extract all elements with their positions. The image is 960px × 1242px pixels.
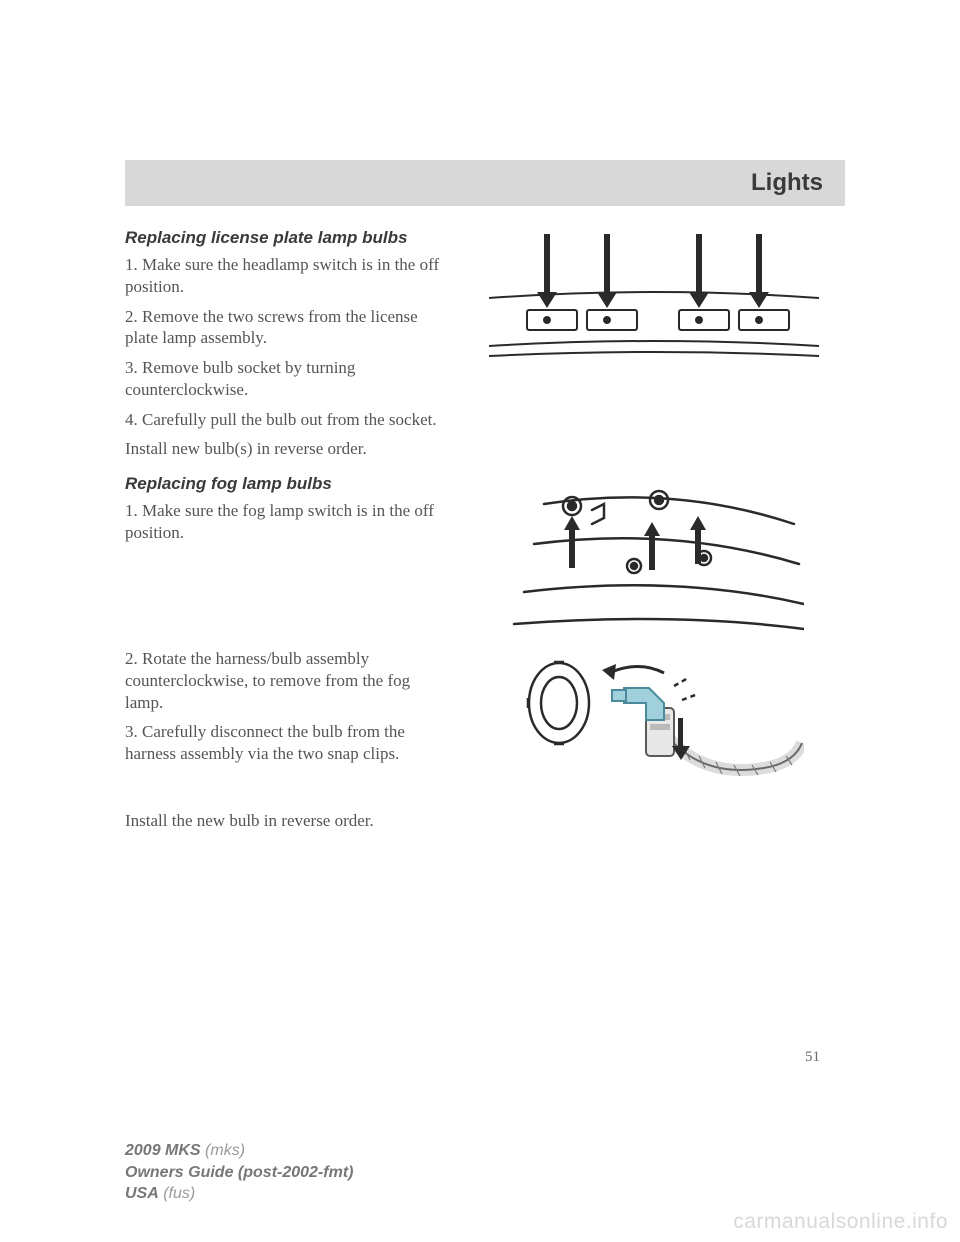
footer-model-code: (mks) bbox=[201, 1142, 245, 1159]
page-number: 51 bbox=[805, 1049, 820, 1066]
section-title: Lights bbox=[751, 169, 823, 197]
footer-model: 2009 MKS bbox=[125, 1142, 201, 1159]
footer: 2009 MKS (mks) Owners Guide (post-2002-f… bbox=[125, 1140, 353, 1205]
license-step-4: 4. Carefully pull the bulb out from the … bbox=[125, 409, 445, 431]
license-plate-illustration bbox=[489, 228, 819, 368]
license-step-3: 3. Remove bulb socket by turning counter… bbox=[125, 357, 445, 401]
license-step-2: 2. Remove the two screws from the licens… bbox=[125, 306, 445, 350]
fog-step-2: 2. Rotate the harness/bulb assembly coun… bbox=[125, 648, 445, 713]
footer-guide: Owners Guide (post-2002-fmt) bbox=[125, 1164, 353, 1181]
fog-lamp-heading: Replacing fog lamp bulbs bbox=[125, 474, 445, 494]
license-install: Install new bulb(s) in reverse order. bbox=[125, 438, 445, 460]
fog-lamp-illustration-1 bbox=[504, 474, 804, 634]
footer-region: USA bbox=[125, 1185, 159, 1202]
footer-region-code: (fus) bbox=[159, 1185, 195, 1202]
license-step-1: 1. Make sure the headlamp switch is in t… bbox=[125, 254, 445, 298]
fog-step-3: 3. Carefully disconnect the bulb from th… bbox=[125, 721, 445, 765]
fog-install: Install the new bulb in reverse order. bbox=[125, 810, 845, 832]
license-plate-heading: Replacing license plate lamp bulbs bbox=[125, 228, 445, 248]
fog-step-1: 1. Make sure the fog lamp switch is in t… bbox=[125, 500, 445, 544]
watermark: carmanualsonline.info bbox=[733, 1210, 948, 1234]
section-header: Lights bbox=[125, 160, 845, 206]
fog-lamp-illustration-2 bbox=[504, 648, 804, 798]
